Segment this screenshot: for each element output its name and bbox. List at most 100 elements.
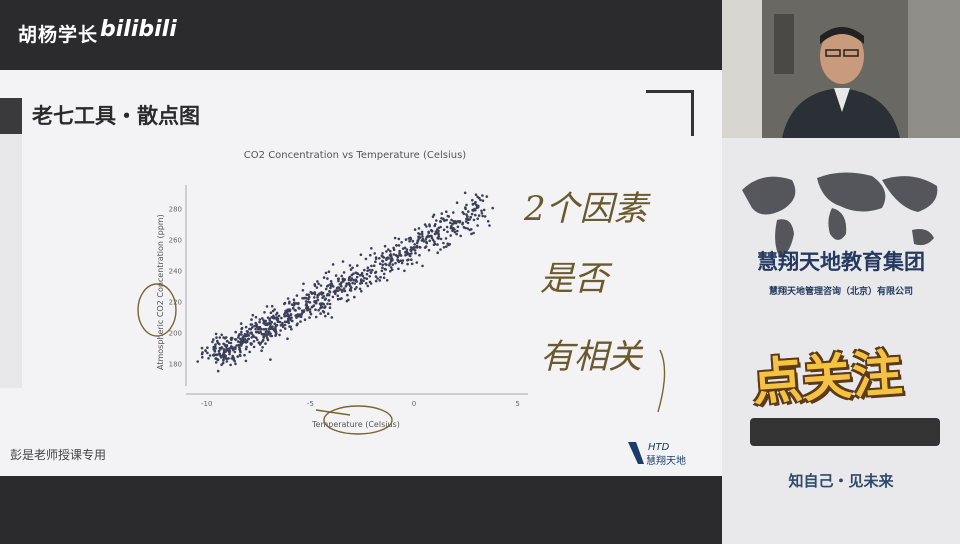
- scatter-point: [290, 316, 293, 319]
- scatter-point: [353, 295, 356, 299]
- scatter-point: [295, 294, 299, 297]
- scatter-point: [428, 239, 432, 243]
- scatter-point: [388, 262, 392, 265]
- scatter-point: [378, 262, 382, 266]
- scatter-point: [389, 260, 393, 263]
- scatter-point: [261, 346, 264, 349]
- scatter-point: [337, 289, 340, 292]
- scatter-point: [267, 333, 270, 336]
- scatter-point: [269, 311, 273, 314]
- scatter-point: [365, 277, 369, 280]
- scatter-point: [314, 300, 318, 303]
- scatter-point: [368, 275, 372, 278]
- scatter-point: [473, 202, 477, 205]
- scatter-point: [413, 243, 417, 246]
- scatter-point: [421, 237, 425, 241]
- scatter-point: [414, 251, 417, 255]
- scatter-point: [409, 236, 412, 240]
- scatter-point: [314, 308, 317, 311]
- scatter-point: [450, 218, 453, 222]
- scatter-point: [397, 237, 401, 241]
- scatter-point: [271, 325, 274, 328]
- scatter-point: [383, 244, 387, 248]
- scatter-point: [292, 298, 296, 301]
- scatter-point: [251, 334, 255, 337]
- scatter-point: [264, 327, 268, 331]
- scatter-point: [365, 272, 369, 276]
- scatter-point: [236, 355, 239, 358]
- scatter-point: [326, 302, 329, 306]
- scatter-point: [317, 308, 320, 312]
- scatter-point: [349, 268, 353, 271]
- scatter-point: [348, 264, 352, 267]
- scatter-point: [407, 258, 410, 261]
- scatter-point: [252, 345, 256, 349]
- scatter-point: [369, 282, 373, 285]
- scatter-point: [408, 254, 412, 257]
- group-name: 慧翔天地教育集团: [757, 249, 925, 274]
- scatter-point: [366, 266, 370, 269]
- scatter-point: [270, 316, 273, 319]
- scatter-point: [380, 269, 384, 273]
- scatter-point: [273, 322, 277, 325]
- scatter-point: [480, 209, 483, 213]
- scatter-point: [405, 252, 409, 256]
- scatter-point: [347, 282, 351, 285]
- scatter-point: [265, 305, 269, 308]
- scatter-point: [287, 314, 291, 318]
- scatter-point: [298, 313, 302, 316]
- scatter-point: [481, 199, 485, 202]
- y-tick-label: 240: [169, 268, 182, 276]
- scatter-point: [462, 212, 466, 216]
- scatter-point: [278, 333, 281, 337]
- scatter-point: [234, 362, 237, 366]
- scatter-point: [431, 215, 435, 218]
- scatter-point: [308, 310, 312, 314]
- scatter-point: [231, 348, 235, 352]
- scatter-point: [272, 316, 276, 320]
- scatter-point: [229, 363, 232, 367]
- chart-title: CO2 Concentration vs Temperature (Celsiu…: [243, 150, 467, 161]
- scatter-point: [304, 296, 307, 300]
- scatter-point: [250, 336, 253, 339]
- scatter-point: [396, 259, 400, 262]
- scatter-point: [266, 316, 270, 319]
- scatter-point: [439, 220, 442, 223]
- scatter-point: [296, 313, 300, 316]
- scatter-point: [238, 347, 242, 351]
- scatter-point: [381, 263, 385, 267]
- scatter-point: [239, 350, 242, 354]
- scatter-point: [314, 315, 318, 319]
- xlabel-circle-mark: [323, 405, 393, 435]
- scatter-point: [334, 289, 338, 293]
- scatter-point: [469, 215, 473, 219]
- scatter-point: [390, 268, 394, 271]
- scatter-point: [347, 278, 351, 282]
- scatter-point: [319, 306, 322, 310]
- scatter-point: [288, 300, 291, 304]
- scatter-point: [262, 328, 266, 331]
- scatter-point: [420, 230, 424, 234]
- scatter-point: [474, 213, 477, 217]
- scatter-point: [289, 313, 293, 317]
- scatter-point: [216, 341, 220, 345]
- scatter-point: [421, 264, 424, 268]
- scatter-point: [461, 222, 464, 226]
- scatter-point: [245, 345, 248, 349]
- scatter-point: [258, 341, 262, 345]
- scatter-point: [225, 344, 229, 347]
- scatter-point: [302, 282, 305, 286]
- scatter-point: [328, 306, 332, 309]
- scatter-point: [325, 293, 329, 297]
- scatter-point: [274, 324, 278, 327]
- scatter-point: [374, 270, 378, 274]
- bottom-bar: [0, 476, 722, 544]
- scatter-point: [488, 224, 491, 227]
- scatter-point: [466, 221, 470, 225]
- scatter-point: [329, 280, 333, 283]
- scatter-point: [340, 290, 344, 293]
- scatter-point: [418, 236, 422, 239]
- scatter-point: [293, 301, 296, 304]
- scatter-point: [330, 282, 334, 285]
- follow-badge[interactable]: 点关注: [750, 343, 905, 413]
